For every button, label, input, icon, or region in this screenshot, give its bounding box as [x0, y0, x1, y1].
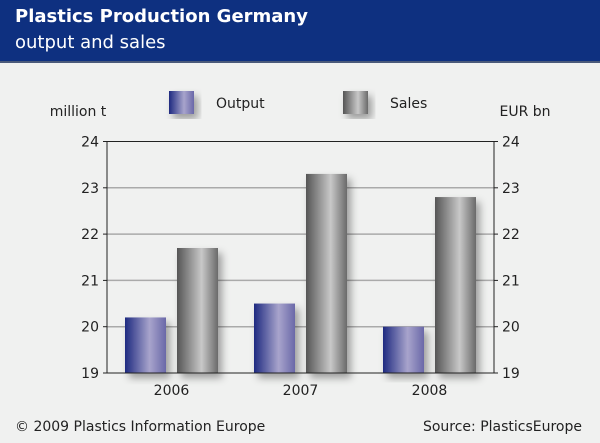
y-tick-label-right: 24 — [502, 135, 520, 151]
bar-sales-2008 — [435, 197, 476, 373]
y-tick-label-left: 23 — [81, 181, 99, 197]
legend-label-sales: Sales — [390, 96, 427, 112]
y-tick-label-right: 21 — [502, 273, 520, 289]
bar-output-2008 — [383, 326, 424, 373]
bar-sales-2007 — [306, 173, 347, 373]
copyright: © 2009 Plastics Information Europe — [15, 419, 266, 435]
y-tick-label-left: 19 — [81, 366, 99, 382]
x-tick-label: 2006 — [154, 383, 190, 399]
chart-subtitle: output and sales — [15, 32, 166, 53]
y-tick-label-left: 24 — [81, 135, 99, 151]
bar-sales-2006 — [177, 247, 218, 373]
y-axis-right-label: EUR bn — [499, 104, 550, 120]
legend-swatch-sales — [343, 91, 368, 114]
y-tick-label-right: 19 — [502, 366, 520, 382]
y-tick-label-right: 22 — [502, 227, 520, 243]
y-axis-left-label: million t — [50, 104, 107, 120]
bar-output-2007 — [254, 303, 295, 373]
y-tick-label-left: 21 — [81, 273, 99, 289]
chart-title: Plastics Production Germany — [15, 6, 308, 27]
bar-output-2006 — [125, 317, 166, 373]
y-tick-label-left: 20 — [81, 320, 99, 336]
x-tick-label: 2007 — [283, 383, 319, 399]
plot-frame — [106, 141, 495, 374]
header: Plastics Production Germany output and s… — [0, 0, 600, 63]
source: Source: PlasticsEurope — [422, 419, 582, 435]
y-tick-label-right: 20 — [502, 320, 520, 336]
y-tick-label-left: 22 — [81, 227, 99, 243]
legend-swatch-output — [169, 91, 194, 114]
legend-label-output: Output — [216, 96, 265, 112]
x-tick-label: 2008 — [412, 383, 448, 399]
y-tick-label-right: 23 — [502, 181, 520, 197]
